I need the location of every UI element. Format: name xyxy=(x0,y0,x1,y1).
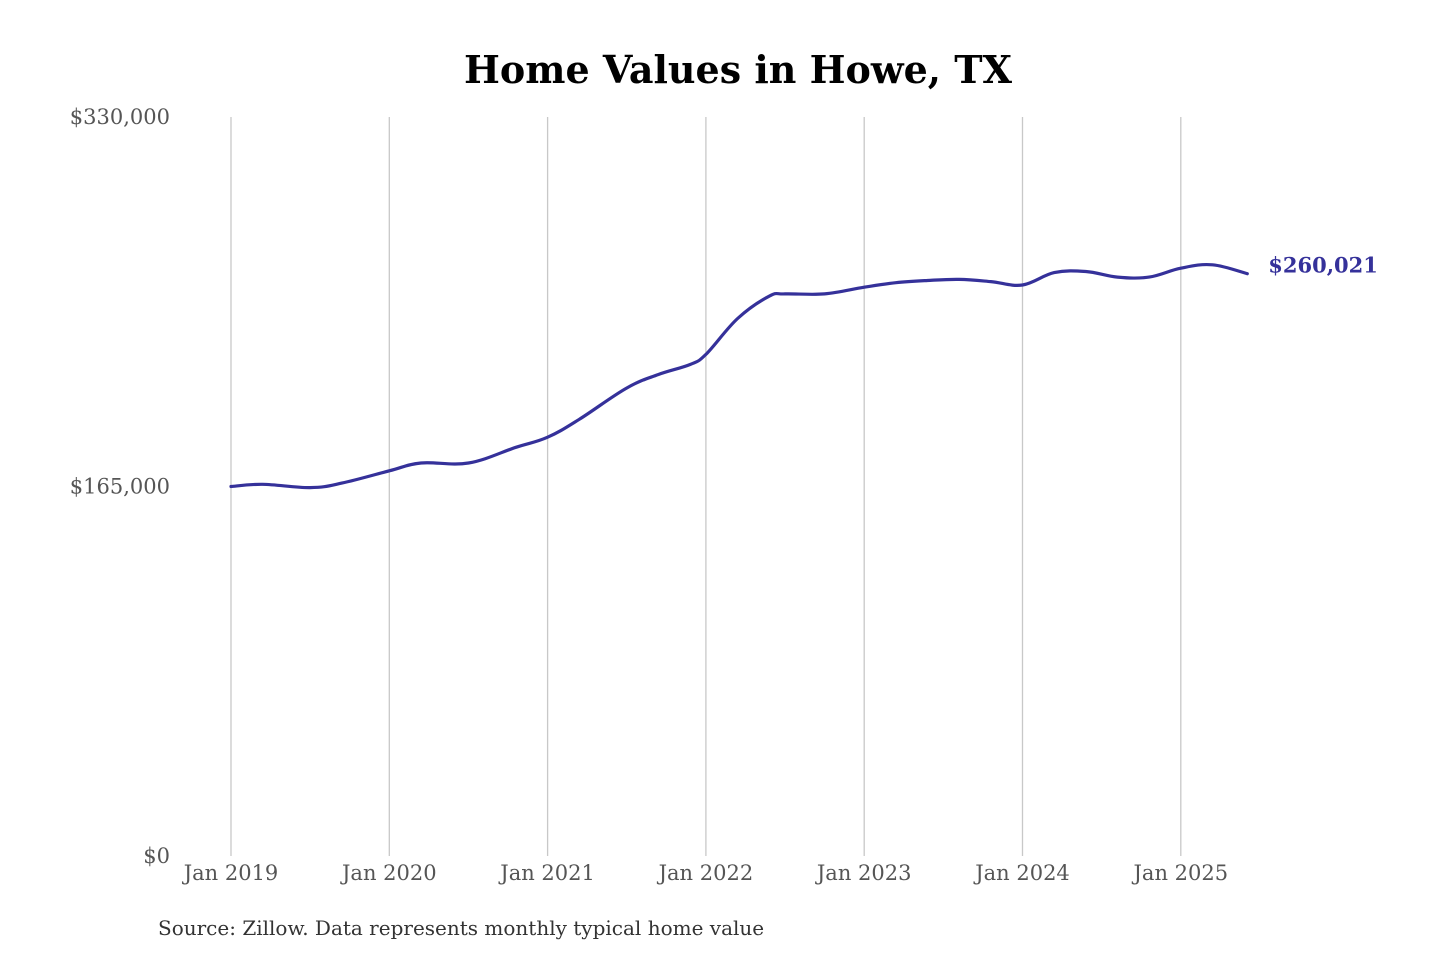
series-line-0 xyxy=(229,262,1249,490)
end-value-label-0: $260,021 xyxy=(1268,253,1378,278)
series-layer: $260,021 xyxy=(229,253,1378,490)
source-note: Source: Zillow. Data represents monthly … xyxy=(158,916,765,940)
x-tick-label-6: Jan 2025 xyxy=(1132,861,1229,885)
x-tick-label-2: Jan 2021 xyxy=(498,861,595,885)
x-tick-label-4: Jan 2023 xyxy=(815,861,912,885)
y-tick-label-2: $330,000 xyxy=(70,105,170,129)
y-axis-tick-labels: $0 $165,000 $330,000 xyxy=(70,105,170,868)
y-tick-label-0: $0 xyxy=(143,844,170,868)
vertical-gridlines xyxy=(230,117,1182,856)
chart-title: Home Values in Howe, TX xyxy=(464,47,1013,92)
x-tick-label-5: Jan 2024 xyxy=(973,861,1070,885)
x-axis-tick-labels: Jan 2019 Jan 2020 Jan 2021 Jan 2022 Jan 2023… xyxy=(182,861,1228,885)
y-tick-label-1: $165,000 xyxy=(70,475,170,499)
x-tick-label-0: Jan 2019 xyxy=(182,861,279,885)
x-tick-label-3: Jan 2022 xyxy=(657,861,754,885)
x-tick-label-1: Jan 2020 xyxy=(340,861,437,885)
